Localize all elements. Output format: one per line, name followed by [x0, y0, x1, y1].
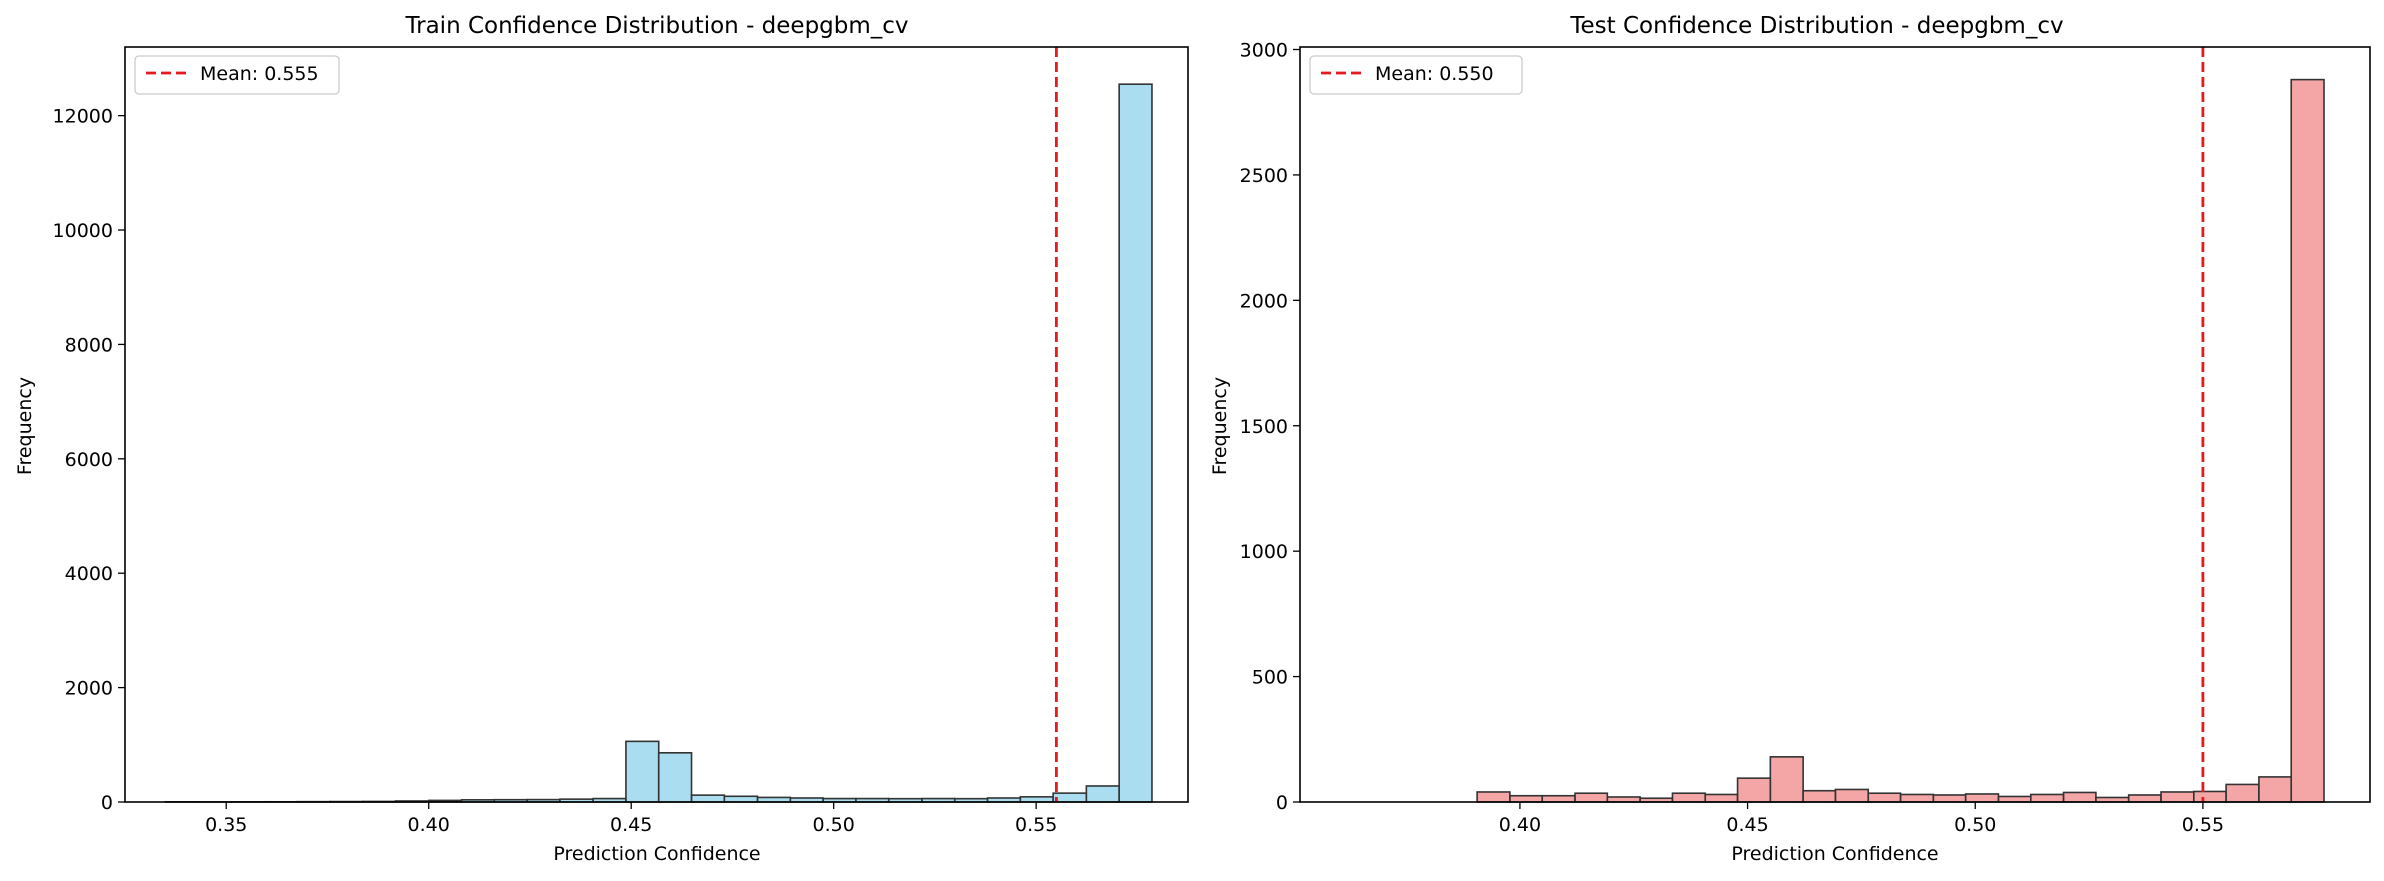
- x-tick-label: 0.50: [813, 814, 855, 836]
- legend: Mean: 0.555: [134, 55, 340, 95]
- histogram-bar: [1574, 792, 1609, 803]
- y-tick-label: 2500: [1240, 165, 1288, 187]
- histogram-bar: [1476, 791, 1511, 803]
- train-confidence-chart: Train Confidence Distribution - deepgbm_…: [14, 13, 1189, 865]
- plot-frame: [124, 46, 1189, 803]
- histogram-bar: [1802, 789, 1837, 803]
- y-tick-label: 4000: [65, 563, 113, 585]
- y-tick-label: 2000: [1240, 290, 1288, 312]
- y-tick-label: 3000: [1240, 40, 1288, 62]
- histogram-bar: [1867, 792, 1902, 803]
- x-axis-label: Prediction Confidence: [1731, 843, 1938, 865]
- histogram-bar: [1509, 794, 1544, 803]
- x-axis-label: Prediction Confidence: [553, 843, 760, 865]
- histogram-bar: [2225, 783, 2260, 803]
- histogram-bar: [2127, 794, 2162, 803]
- histogram-bar: [723, 795, 759, 803]
- histogram-bar: [2062, 791, 2097, 803]
- histogram-bar: [2290, 78, 2325, 803]
- histogram-bar: [625, 740, 660, 803]
- histogram-bar: [1736, 777, 1772, 803]
- histogram-bar: [690, 794, 726, 803]
- histogram-bar: [657, 752, 693, 803]
- x-tick-label: 0.40: [1499, 814, 1541, 836]
- histogram-bars: [164, 83, 1153, 803]
- legend-mean-label: Mean: 0.550: [1375, 63, 1494, 85]
- x-axis-ticks: 0.35 0.40 0.45 0.50 0.55: [205, 802, 1057, 836]
- histogram-bar: [1671, 792, 1707, 803]
- y-tick-label: 0: [1276, 792, 1288, 814]
- legend-box: [1309, 55, 1523, 95]
- x-tick-label: 0.55: [2182, 814, 2224, 836]
- y-axis-ticks: 0 500 1000 1500 2000 2500 3000: [1240, 40, 1300, 814]
- y-tick-label: 500: [1252, 667, 1288, 689]
- histogram-bar: [2258, 776, 2293, 803]
- histogram-bars: [1476, 78, 2325, 803]
- y-axis-label: Frequency: [1209, 377, 1231, 475]
- y-tick-label: 1000: [1240, 541, 1288, 563]
- x-tick-label: 0.45: [1726, 814, 1768, 836]
- x-tick-label: 0.50: [1954, 814, 1996, 836]
- x-tick-label: 0.35: [205, 814, 247, 836]
- y-tick-label: 8000: [65, 334, 113, 356]
- x-tick-label: 0.55: [1015, 814, 1057, 836]
- histogram-bar: [1997, 795, 2032, 803]
- histogram-bar: [1899, 793, 1935, 803]
- legend: Mean: 0.550: [1309, 55, 1523, 95]
- histogram-bar: [1964, 793, 2000, 803]
- y-tick-label: 1500: [1240, 416, 1288, 438]
- y-tick-label: 2000: [65, 678, 113, 700]
- y-tick-label: 6000: [65, 449, 113, 471]
- histogram-bar: [1085, 785, 1120, 803]
- y-tick-label: 12000: [53, 106, 113, 128]
- y-tick-label: 10000: [53, 220, 113, 242]
- x-tick-label: 0.40: [408, 814, 450, 836]
- histogram-bar: [1932, 794, 1967, 803]
- histogram-bar: [1118, 83, 1153, 803]
- y-axis-label: Frequency: [14, 377, 36, 475]
- y-tick-label: 0: [101, 792, 113, 814]
- chart-title: Test Confidence Distribution - deepgbm_c…: [1569, 13, 2063, 39]
- y-axis-ticks: 0 2000 4000 6000 8000 10000 12000: [53, 106, 125, 814]
- histogram-bar: [1769, 756, 1804, 803]
- histogram-bar: [1704, 793, 1739, 803]
- histogram-bar: [1541, 794, 1576, 803]
- legend-box: [134, 55, 340, 95]
- histogram-bar: [2160, 791, 2195, 803]
- histogram-bar: [1834, 788, 1870, 803]
- chart-title: Train Confidence Distribution - deepgbm_…: [404, 13, 908, 39]
- histogram-bar: [2192, 790, 2227, 803]
- x-tick-label: 0.45: [610, 814, 652, 836]
- legend-mean-label: Mean: 0.555: [200, 63, 319, 85]
- histogram-bar: [1052, 792, 1088, 803]
- x-axis-ticks: 0.40 0.45 0.50 0.55: [1499, 802, 2224, 836]
- test-confidence-chart: Test Confidence Distribution - deepgbm_c…: [1209, 13, 2371, 865]
- plot-frame: [1299, 46, 2371, 803]
- histogram-bar: [2029, 793, 2065, 803]
